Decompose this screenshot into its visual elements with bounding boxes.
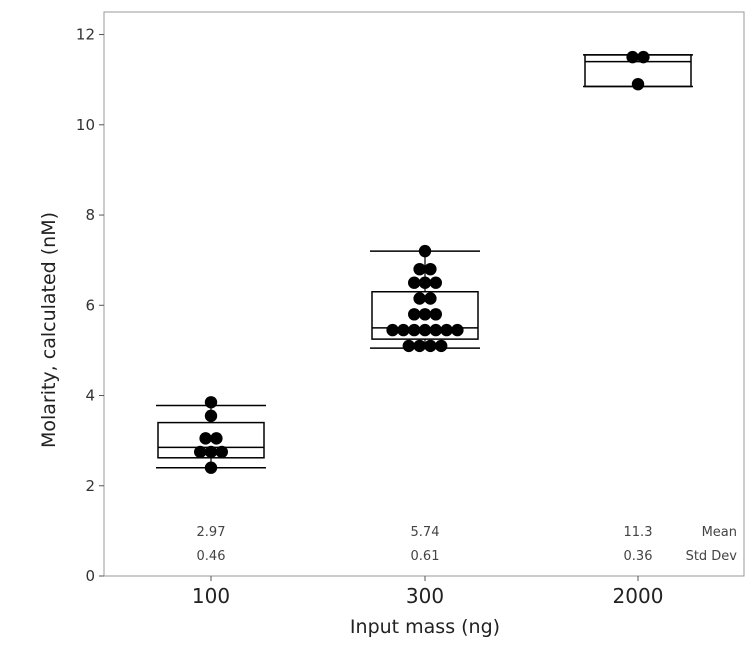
plot-area: 0 2 4 6 8 10 12 100 300 2000 2.97 0.46 5.74 0.61 11.3 0…: [76, 11, 745, 608]
std-dev-value: 0.46: [197, 549, 226, 564]
y-tick-label: 2: [85, 477, 95, 495]
x-tick-label: 300: [406, 584, 444, 608]
data-point: [429, 323, 442, 337]
std-dev-value: 0.61: [411, 549, 440, 564]
data-point: [413, 292, 426, 305]
data-point: [424, 339, 437, 353]
data-point: [429, 308, 442, 321]
y-tick-label: 0: [85, 567, 95, 585]
data-point: [418, 308, 432, 321]
data-point: [210, 432, 223, 445]
data-point: [194, 445, 207, 459]
std-dev-value: 0.36: [624, 549, 653, 564]
y-tick-label: 4: [85, 387, 95, 405]
data-point: [413, 339, 426, 353]
data-point: [626, 50, 639, 64]
y-tick-label: 12: [76, 26, 95, 44]
data-point: [418, 323, 432, 337]
data-point: [451, 323, 464, 337]
y-tick-label: 10: [76, 116, 95, 134]
data-point: [204, 396, 218, 409]
data-point: [204, 445, 218, 459]
y-tick-label: 6: [85, 296, 95, 314]
y-tick-label: 8: [85, 206, 95, 224]
x-tick-label: 100: [192, 584, 230, 608]
mean-row-label: Mean: [702, 525, 737, 540]
box: [371, 290, 479, 340]
data-point: [397, 323, 410, 337]
data-point: [386, 323, 399, 337]
data-point: [408, 323, 421, 337]
data-point: [440, 323, 453, 337]
plot-frame: [103, 11, 745, 577]
data-point: [215, 445, 228, 459]
mean-value: 2.97: [197, 525, 226, 540]
y-axis-title: Molarity, calculated (nM): [38, 212, 60, 448]
data-point: [418, 244, 432, 258]
data-point: [204, 461, 218, 474]
data-point: [424, 262, 437, 276]
x-tick-label: 2000: [613, 584, 664, 608]
data-point: [418, 276, 432, 289]
data-point: [631, 77, 645, 91]
data-point: [435, 339, 448, 353]
data-point: [408, 308, 421, 321]
data-point: [429, 276, 442, 289]
data-point: [408, 276, 421, 289]
data-point: [199, 432, 212, 445]
data-point: [413, 262, 426, 276]
data-point: [637, 50, 650, 64]
x-axis-title: Input mass (ng): [350, 616, 500, 638]
data-point: [424, 292, 437, 305]
mean-value: 11.3: [624, 525, 653, 540]
mean-value: 5.74: [411, 525, 440, 540]
data-point: [204, 409, 218, 423]
std-dev-row-label: Std Dev: [686, 549, 738, 564]
data-point: [402, 339, 415, 353]
